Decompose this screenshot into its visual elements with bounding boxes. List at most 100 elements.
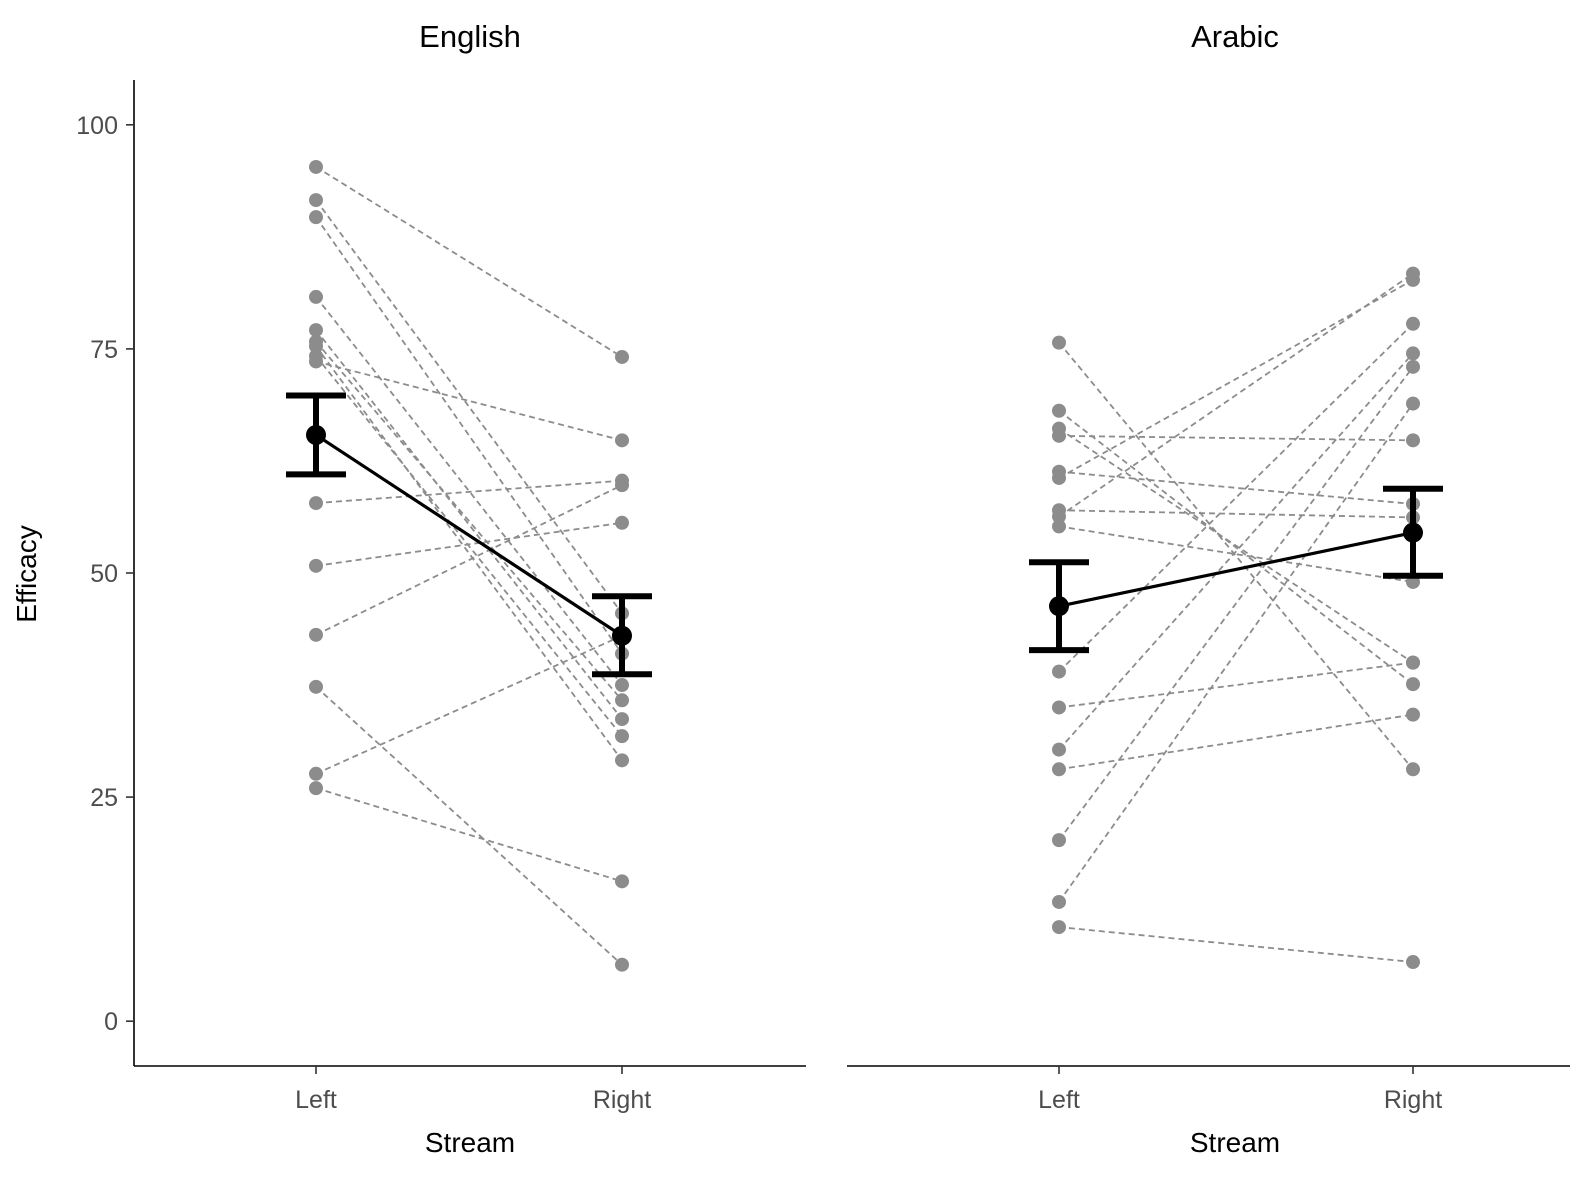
subject-line <box>315 355 623 737</box>
subject-point <box>615 957 629 972</box>
subject-point <box>615 753 629 768</box>
subject-line <box>315 479 623 504</box>
subject-point <box>1052 519 1066 534</box>
subject-line <box>315 484 623 636</box>
y-tick-label: 25 <box>90 784 118 812</box>
subject-point <box>309 558 323 573</box>
subject-line <box>1058 403 1414 903</box>
mean-line <box>315 433 623 638</box>
subject-point <box>615 478 629 493</box>
subject-line <box>315 360 623 442</box>
x-tick-label-right: Right <box>593 1086 651 1114</box>
subject-point <box>615 515 629 530</box>
subject-line <box>1058 323 1414 673</box>
subject-line <box>1058 525 1414 583</box>
subject-point <box>1052 742 1066 757</box>
x-tick-label-left: Left <box>1038 1086 1080 1114</box>
panel-title-english: English <box>419 19 521 54</box>
mean-point <box>1403 522 1423 543</box>
panel-english <box>134 159 806 1074</box>
subject-line <box>315 166 623 358</box>
subject-point <box>615 693 629 708</box>
subject-line <box>1058 926 1414 963</box>
mean-point <box>306 424 326 445</box>
x-axis-title: Stream <box>1190 1127 1280 1158</box>
subject-line <box>315 686 623 966</box>
x-tick-label-left: Left <box>295 1086 337 1114</box>
subject-line <box>315 787 623 883</box>
y-tick-label: 100 <box>76 112 118 140</box>
y-axis-title: Efficacy <box>11 525 42 623</box>
subject-point <box>1406 762 1420 777</box>
x-tick-label-right: Right <box>1384 1086 1442 1114</box>
subject-point <box>1052 833 1066 848</box>
subject-point <box>309 496 323 511</box>
subject-line <box>1058 352 1414 751</box>
x-axis-title: Stream <box>425 1127 515 1158</box>
subject-line <box>1058 470 1414 505</box>
mean-point <box>612 625 632 646</box>
subject-line <box>1058 661 1414 709</box>
subject-point <box>615 712 629 727</box>
subject-point <box>615 433 629 448</box>
y-tick-label: 0 <box>104 1008 118 1036</box>
subject-point <box>309 339 323 354</box>
subject-point <box>1052 335 1066 350</box>
subject-point <box>309 781 323 796</box>
subject-line <box>315 341 623 701</box>
subject-line <box>1058 434 1414 442</box>
subject-point <box>615 874 629 889</box>
subject-point <box>309 766 323 781</box>
subject-point <box>1052 470 1066 485</box>
subject-point <box>309 159 323 174</box>
subject-line <box>315 216 623 655</box>
subject-point <box>1052 428 1066 443</box>
y-tick-label: 50 <box>90 560 118 588</box>
subject-point <box>1406 396 1420 411</box>
subject-line <box>315 296 623 686</box>
subject-line <box>315 345 623 761</box>
subject-point <box>1406 359 1420 374</box>
subject-line <box>315 329 623 720</box>
subject-line <box>1058 410 1414 685</box>
subject-point <box>1052 509 1066 524</box>
subject-point <box>309 289 323 304</box>
subject-line <box>1058 713 1414 771</box>
subject-line <box>315 521 623 567</box>
subject-point <box>615 678 629 693</box>
panel-title-arabic: Arabic <box>1191 19 1279 54</box>
subject-line <box>1058 509 1414 519</box>
subject-point <box>309 627 323 642</box>
subject-point <box>1406 955 1420 970</box>
subject-line <box>315 634 623 775</box>
subject-point <box>1052 403 1066 418</box>
subject-point <box>1052 894 1066 909</box>
subject-point <box>1406 346 1420 361</box>
subject-point <box>309 354 323 369</box>
y-axis: 0 25 50 75 100 <box>76 80 135 1066</box>
subject-point <box>309 323 323 338</box>
panel-arabic <box>847 266 1570 1074</box>
y-tick-label: 75 <box>90 336 118 364</box>
subject-point <box>1406 433 1420 448</box>
subject-point <box>1052 664 1066 679</box>
subject-line <box>315 199 623 614</box>
subject-point <box>309 193 323 208</box>
subject-point <box>309 210 323 225</box>
subject-point <box>1052 762 1066 777</box>
subject-point <box>1406 707 1420 722</box>
subject-line <box>1058 342 1414 770</box>
subject-line <box>1058 279 1414 479</box>
subject-line <box>1058 427 1414 664</box>
subject-point <box>615 349 629 364</box>
subject-point <box>309 679 323 694</box>
subject-point <box>615 729 629 744</box>
subject-point <box>1052 700 1066 715</box>
mean-line <box>1058 531 1414 608</box>
subject-point <box>1406 316 1420 331</box>
subject-line <box>1058 272 1414 518</box>
mean-point <box>1049 596 1069 617</box>
subject-point <box>1406 677 1420 692</box>
subject-point <box>1406 266 1420 281</box>
